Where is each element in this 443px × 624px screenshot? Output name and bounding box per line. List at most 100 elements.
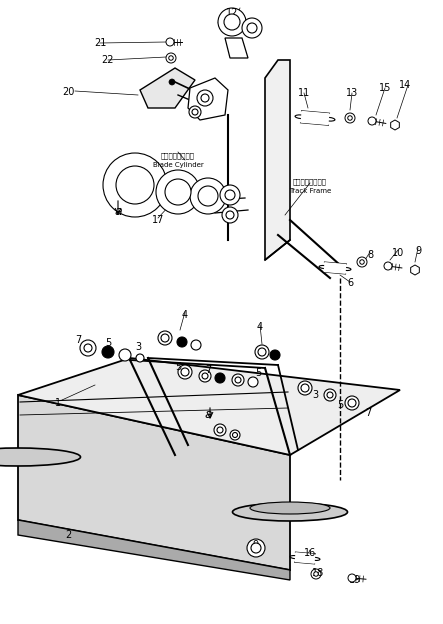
Text: a: a xyxy=(114,205,122,218)
Circle shape xyxy=(189,106,201,118)
Circle shape xyxy=(247,23,257,33)
Circle shape xyxy=(84,344,92,352)
Circle shape xyxy=(218,8,246,36)
Circle shape xyxy=(158,331,172,345)
Circle shape xyxy=(166,53,176,63)
Circle shape xyxy=(258,348,266,356)
Circle shape xyxy=(177,337,187,347)
Text: 8: 8 xyxy=(367,250,373,260)
Circle shape xyxy=(233,432,237,437)
Circle shape xyxy=(201,94,209,102)
Circle shape xyxy=(166,38,174,46)
Text: ブレードシリンダ: ブレードシリンダ xyxy=(161,152,195,158)
Polygon shape xyxy=(300,111,330,125)
Circle shape xyxy=(242,18,262,38)
Circle shape xyxy=(119,349,131,361)
Text: 4: 4 xyxy=(182,310,188,320)
Text: 7: 7 xyxy=(205,365,211,375)
Circle shape xyxy=(220,185,240,205)
Circle shape xyxy=(103,153,167,217)
Text: 2: 2 xyxy=(65,530,71,540)
Circle shape xyxy=(191,340,201,350)
Circle shape xyxy=(248,377,258,387)
Text: 9: 9 xyxy=(252,540,258,550)
Polygon shape xyxy=(225,38,248,58)
Text: トラックフレーム: トラックフレーム xyxy=(293,178,327,185)
Circle shape xyxy=(232,374,244,386)
Ellipse shape xyxy=(310,557,320,560)
Circle shape xyxy=(255,345,269,359)
Circle shape xyxy=(181,368,189,376)
Text: 5: 5 xyxy=(175,362,181,372)
Ellipse shape xyxy=(250,502,330,514)
Polygon shape xyxy=(295,552,315,564)
Circle shape xyxy=(345,113,355,123)
Text: 9: 9 xyxy=(415,246,421,256)
Text: 20: 20 xyxy=(62,87,74,97)
Polygon shape xyxy=(140,68,195,108)
Circle shape xyxy=(360,260,364,264)
Ellipse shape xyxy=(295,115,307,119)
Circle shape xyxy=(190,178,226,214)
Circle shape xyxy=(197,90,213,106)
Ellipse shape xyxy=(0,448,81,466)
Circle shape xyxy=(222,207,238,223)
Circle shape xyxy=(247,539,265,557)
Circle shape xyxy=(226,211,234,219)
Circle shape xyxy=(116,166,154,204)
Text: 5: 5 xyxy=(255,368,261,378)
Circle shape xyxy=(301,384,309,392)
Circle shape xyxy=(298,381,312,395)
Circle shape xyxy=(348,399,356,407)
Text: 18: 18 xyxy=(312,568,324,578)
Text: 17: 17 xyxy=(152,215,164,225)
Ellipse shape xyxy=(341,268,351,271)
Circle shape xyxy=(348,574,356,582)
Text: 1: 1 xyxy=(55,398,61,408)
Text: 10: 10 xyxy=(392,248,404,258)
Circle shape xyxy=(324,389,336,401)
Text: 4: 4 xyxy=(257,322,263,332)
Ellipse shape xyxy=(290,555,300,558)
Text: Blade Cylinder: Blade Cylinder xyxy=(153,162,203,168)
Text: 3: 3 xyxy=(312,390,318,400)
Circle shape xyxy=(198,186,218,206)
Circle shape xyxy=(192,109,198,115)
Circle shape xyxy=(136,354,144,362)
Circle shape xyxy=(215,373,225,383)
Circle shape xyxy=(230,430,240,440)
Circle shape xyxy=(345,396,359,410)
Text: 16: 16 xyxy=(304,548,316,558)
Circle shape xyxy=(156,170,200,214)
Circle shape xyxy=(178,365,192,379)
Text: 15: 15 xyxy=(379,83,391,93)
Circle shape xyxy=(165,179,191,205)
Circle shape xyxy=(169,56,173,61)
Circle shape xyxy=(384,262,392,270)
Polygon shape xyxy=(265,60,290,260)
Text: 12: 12 xyxy=(226,8,238,18)
Circle shape xyxy=(80,340,96,356)
Circle shape xyxy=(199,370,211,382)
Circle shape xyxy=(235,377,241,383)
Circle shape xyxy=(217,427,223,433)
Text: 6: 6 xyxy=(347,278,353,288)
Polygon shape xyxy=(188,78,228,120)
Text: 19: 19 xyxy=(349,575,361,585)
Text: 3: 3 xyxy=(135,342,141,352)
Circle shape xyxy=(161,334,169,342)
Circle shape xyxy=(368,117,376,125)
Text: 21: 21 xyxy=(94,38,106,48)
Circle shape xyxy=(251,543,261,553)
Ellipse shape xyxy=(319,265,329,268)
Text: 13: 13 xyxy=(346,88,358,98)
Polygon shape xyxy=(18,395,290,570)
Circle shape xyxy=(348,115,352,120)
Text: a: a xyxy=(204,408,212,421)
Text: 5: 5 xyxy=(337,400,343,410)
Text: 14: 14 xyxy=(399,80,411,90)
Circle shape xyxy=(169,79,175,85)
Circle shape xyxy=(314,572,318,576)
Text: Track Frame: Track Frame xyxy=(289,188,331,194)
Circle shape xyxy=(224,14,240,30)
